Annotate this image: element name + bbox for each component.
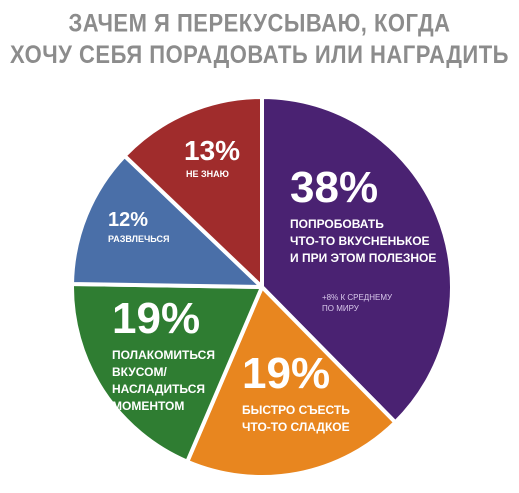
pie-slice-2 — [185, 285, 398, 479]
chart-title-line-2: ХОЧУ СЕБЯ ПОРАДОВАТЬ ИЛИ НАГРАДИТЬ — [10, 40, 509, 69]
slice-3-label-line-1: ПОЛАКОМИТЬСЯ — [112, 348, 215, 362]
slice-3-percent-label: 19% — [112, 294, 200, 343]
chart-title-line-1: ЗАЧЕМ Я ПЕРЕКУСЫВАЮ, КОГДА — [68, 9, 451, 38]
slice-1-label-line-3: И ПРИ ЭТОМ ПОЛЕЗНОЕ — [290, 251, 436, 265]
slice-2-label-line-2: ЧТО-ТО СЛАДКОЕ — [242, 420, 350, 434]
pie-slice-1 — [260, 95, 454, 425]
slice-2-label-line-1: БЫСТРО СЪЕСТЬ — [242, 403, 350, 417]
slice-1-percent-label: 38% — [290, 163, 378, 212]
slice-2-percent-label: 19% — [242, 349, 330, 398]
slice-3-label-line-3: НАСЛАДИТЬСЯ — [112, 382, 205, 396]
slice-5-label-line-1: НЕ ЗНАЮ — [186, 169, 229, 179]
pie-slice-3 — [70, 282, 264, 464]
slice-3-label-line-4: МОМЕНТОМ — [112, 399, 184, 413]
slice-1-note-line-1: +8% К СРЕДНЕМУ — [322, 293, 393, 302]
slice-1-note-line-2: ПО МИРУ — [322, 304, 360, 313]
pie-slice-4 — [70, 153, 264, 289]
slice-1-label-line-2: ЧТО-ТО ВКУСНЕНЬКОЕ — [290, 234, 430, 248]
slice-3-label-line-2: ВКУСОМ/ — [112, 365, 167, 379]
slice-4-label-line-1: РАЗВЛЕЧЬСЯ — [108, 234, 169, 244]
slice-4-percent-label: 12% — [108, 209, 148, 231]
slice-1-label-line-1: ПОПРОБОВАТЬ — [290, 217, 384, 231]
chart-title: ЗАЧЕМ Я ПЕРЕКУСЫВАЮ, КОГДА ХОЧУ СЕБЯ ПОР… — [0, 8, 519, 71]
slice-5-percent-label: 13% — [184, 135, 240, 166]
pie-slice-5 — [122, 95, 264, 289]
